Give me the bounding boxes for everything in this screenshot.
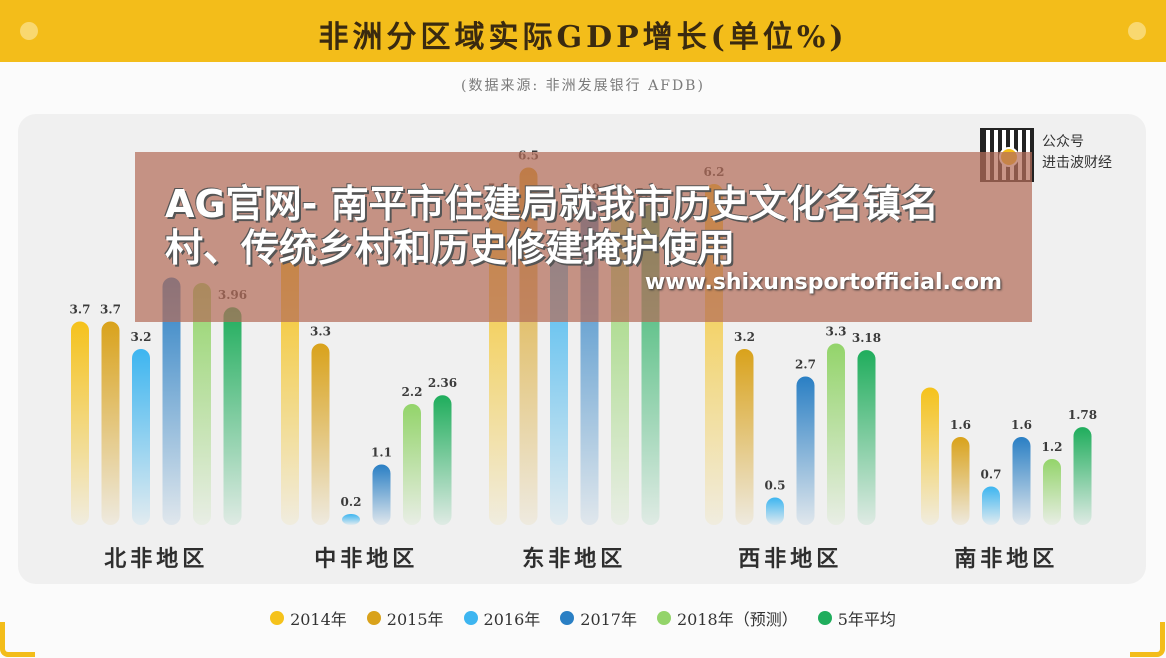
legend-item-0: 2014年 <box>270 606 347 630</box>
legend-item-3: 2017年 <box>560 606 637 630</box>
bar-1-5 <box>433 395 452 525</box>
overlay-url[interactable]: www.shixunsportofficial.com <box>644 270 1002 295</box>
category-label-0: 北非地区 <box>104 546 208 572</box>
bar-0-2 <box>132 349 150 525</box>
corner-decoration-left <box>0 622 35 657</box>
qr-caption-line1: 公众号 <box>1042 134 1084 150</box>
data-label-3-4: 3.3 <box>826 325 847 339</box>
data-label-0-2: 3.2 <box>131 330 152 344</box>
data-label-1-2: 0.2 <box>341 495 362 509</box>
chart-legend: 2014年 2015年 2016年 2017年 2018年（预测） 5年平均 <box>0 606 1166 630</box>
legend-dot-icon <box>560 611 575 625</box>
data-label-3-2: 0.5 <box>765 479 786 493</box>
legend-label: 2017年 <box>580 610 637 629</box>
legend-item-2: 2016年 <box>463 606 541 630</box>
legend-dot-icon <box>817 611 832 625</box>
legend-label: 5年平均 <box>837 610 896 629</box>
data-label-3-1: 3.2 <box>734 330 755 344</box>
bar-1-2 <box>342 514 360 525</box>
bar-1-0 <box>281 255 299 525</box>
qr-caption-line2: 进击波财经 <box>1042 155 1112 171</box>
bar-4-4 <box>1043 459 1061 525</box>
legend-dot-icon <box>270 611 285 625</box>
bar-4-2 <box>982 486 1000 525</box>
data-label-3-5: 3.18 <box>852 331 881 345</box>
legend-label: 2015年 <box>386 610 444 629</box>
bar-3-2 <box>766 497 784 525</box>
corner-decoration-right <box>1130 622 1165 657</box>
legend-dot-icon <box>657 611 671 625</box>
bar-1-1 <box>311 343 330 525</box>
category-label-4: 南非地区 <box>954 546 1058 572</box>
bar-1-4 <box>403 404 421 525</box>
data-label-1-3: 1.1 <box>371 446 392 460</box>
title-bar: 非洲分区域实际GDP增长(单位%) <box>0 0 1166 62</box>
bar-0-0 <box>71 321 89 525</box>
bar-1-3 <box>372 464 391 525</box>
chart-source: (数据来源: 非洲发展银行 AFDB) <box>461 78 705 94</box>
legend-item-1: 2015年 <box>366 606 444 630</box>
data-label-4-4: 1.2 <box>1042 440 1063 454</box>
bar-3-1 <box>735 349 754 525</box>
bar-0-3 <box>162 277 181 525</box>
bar-3-5 <box>857 350 876 525</box>
category-label-2: 东非地区 <box>522 546 626 572</box>
bar-3-3 <box>796 376 815 525</box>
data-label-4-3: 1.6 <box>1011 418 1032 432</box>
category-label-1: 中非地区 <box>314 546 418 572</box>
data-label-4-5: 1.78 <box>1068 408 1097 422</box>
data-label-0-1: 3.7 <box>100 303 121 317</box>
bar-4-1 <box>951 437 970 525</box>
bar-0-4 <box>193 283 211 525</box>
legend-label: 2014年 <box>290 610 347 629</box>
data-label-3-3: 2.7 <box>795 358 816 372</box>
legend-label: 2016年 <box>483 610 541 629</box>
data-label-4-2: 0.7 <box>981 468 1002 482</box>
bar-4-0 <box>921 387 939 525</box>
bar-4-3 <box>1012 437 1031 525</box>
data-label-1-5: 2.36 <box>428 376 457 390</box>
bar-4-5 <box>1073 427 1092 525</box>
data-label-4-1: 1.6 <box>950 418 971 432</box>
bar-3-4 <box>827 343 845 525</box>
data-label-1-1: 3.3 <box>310 325 331 339</box>
bar-0-1 <box>101 321 120 525</box>
qr-caption: 公众号 进击波财经 <box>1042 132 1112 174</box>
legend-dot-icon <box>366 611 381 625</box>
legend-item-4: 2018年（预测） <box>657 606 798 630</box>
title-dot-left <box>20 22 38 40</box>
overlay-headline[interactable]: AG官网- 南平市住建局就我市历史文化名镇名村、传统乡村和历史修建掩护使用 <box>165 182 939 270</box>
legend-dot-icon <box>463 611 478 625</box>
legend-label: 2018年（预测） <box>677 610 798 629</box>
bar-0-5 <box>223 307 242 525</box>
chart-title: 非洲分区域实际GDP增长(单位%) <box>318 20 848 55</box>
data-label-0-0: 3.7 <box>70 303 91 317</box>
legend-item-5: 5年平均 <box>817 606 896 630</box>
overlay-banner[interactable]: AG官网- 南平市住建局就我市历史文化名镇名村、传统乡村和历史修建掩护使用 ww… <box>135 152 1032 322</box>
category-label-3: 西非地区 <box>738 546 842 572</box>
data-label-1-4: 2.2 <box>402 385 423 399</box>
title-dot-right <box>1128 22 1146 40</box>
